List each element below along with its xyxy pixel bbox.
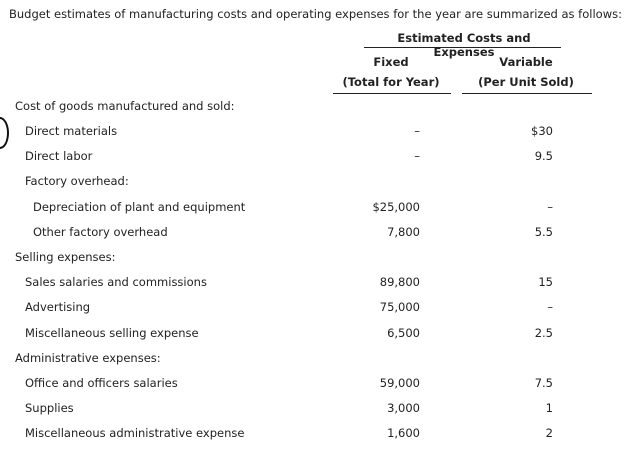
- variable-cost-value: 9.5: [534, 149, 553, 163]
- variable-cost-value: $30: [531, 124, 553, 138]
- row-label: Factory overhead:: [25, 174, 129, 188]
- table-row: Office and officers salaries 59,000 7.5: [0, 372, 624, 397]
- fixed-header-line2: (Total for Year): [342, 75, 440, 89]
- table-row: Direct labor – 9.5: [0, 145, 624, 170]
- fixed-cost-value: $25,000: [372, 200, 420, 214]
- variable-cost-value: 2: [545, 426, 553, 440]
- section-row: Cost of goods manufactured and sold:: [0, 95, 624, 120]
- row-label: Direct labor: [25, 149, 93, 163]
- table-row: Advertising 75,000 –: [0, 296, 624, 321]
- fixed-header-underline: [333, 93, 451, 94]
- variable-header-line2: (Per Unit Sold): [478, 75, 574, 89]
- fixed-cost-value: 6,500: [387, 326, 420, 340]
- variable-cost-value: 15: [538, 275, 553, 289]
- fixed-cost-value: 89,800: [379, 275, 420, 289]
- row-label: Other factory overhead: [33, 225, 168, 239]
- variable-header-line1: Variable: [499, 55, 553, 69]
- variable-header-underline: [462, 93, 592, 94]
- row-label: Miscellaneous selling expense: [25, 326, 199, 340]
- variable-cost-value: 7.5: [534, 376, 553, 390]
- row-label: Direct materials: [25, 124, 118, 138]
- table-row: Miscellaneous administrative expense 1,6…: [0, 422, 624, 447]
- fixed-column-header: Fixed (Total for Year): [333, 52, 449, 92]
- intro-text: Budget estimates of manufacturing costs …: [9, 7, 622, 21]
- table-row: Other factory overhead 7,800 5.5: [0, 221, 624, 246]
- row-label: Supplies: [25, 401, 74, 415]
- variable-cost-value: 1: [545, 401, 553, 415]
- row-label: Selling expenses:: [15, 250, 116, 264]
- row-label: Cost of goods manufactured and sold:: [15, 99, 235, 113]
- fixed-cost-value: 75,000: [379, 300, 420, 314]
- variable-cost-value: 2.5: [534, 326, 553, 340]
- section-row: Selling expenses:: [0, 246, 624, 271]
- fixed-cost-value: 59,000: [379, 376, 420, 390]
- row-label: Sales salaries and commissions: [25, 275, 207, 289]
- column-group-underline: [364, 47, 561, 48]
- table-row: Direct materials – $30: [0, 120, 624, 145]
- subsection-row: Factory overhead:: [0, 170, 624, 195]
- variable-cost-value: –: [547, 300, 553, 314]
- table-row: Sales salaries and commissions 89,800 15: [0, 271, 624, 296]
- fixed-header-line1: Fixed: [373, 55, 409, 69]
- fixed-cost-value: –: [414, 124, 420, 138]
- table-row: Miscellaneous selling expense 6,500 2.5: [0, 322, 624, 347]
- fixed-cost-value: 3,000: [387, 401, 420, 415]
- fixed-cost-value: 1,600: [387, 426, 420, 440]
- fixed-cost-value: –: [414, 149, 420, 163]
- variable-cost-value: –: [547, 200, 553, 214]
- table-row: Supplies 3,000 1: [0, 397, 624, 422]
- row-label: Office and officers salaries: [25, 376, 178, 390]
- variable-column-header: Variable (Per Unit Sold): [471, 52, 581, 92]
- column-group-title: Estimated Costs and Expenses: [397, 31, 531, 59]
- row-label: Miscellaneous administrative expense: [25, 426, 245, 440]
- row-label: Depreciation of plant and equipment: [33, 200, 246, 214]
- variable-cost-value: 5.5: [534, 225, 553, 239]
- row-label: Advertising: [25, 300, 91, 314]
- row-label: Administrative expenses:: [15, 351, 161, 365]
- fixed-cost-value: 7,800: [387, 225, 420, 239]
- table-row: Depreciation of plant and equipment $25,…: [0, 196, 624, 221]
- section-row: Administrative expenses:: [0, 347, 624, 372]
